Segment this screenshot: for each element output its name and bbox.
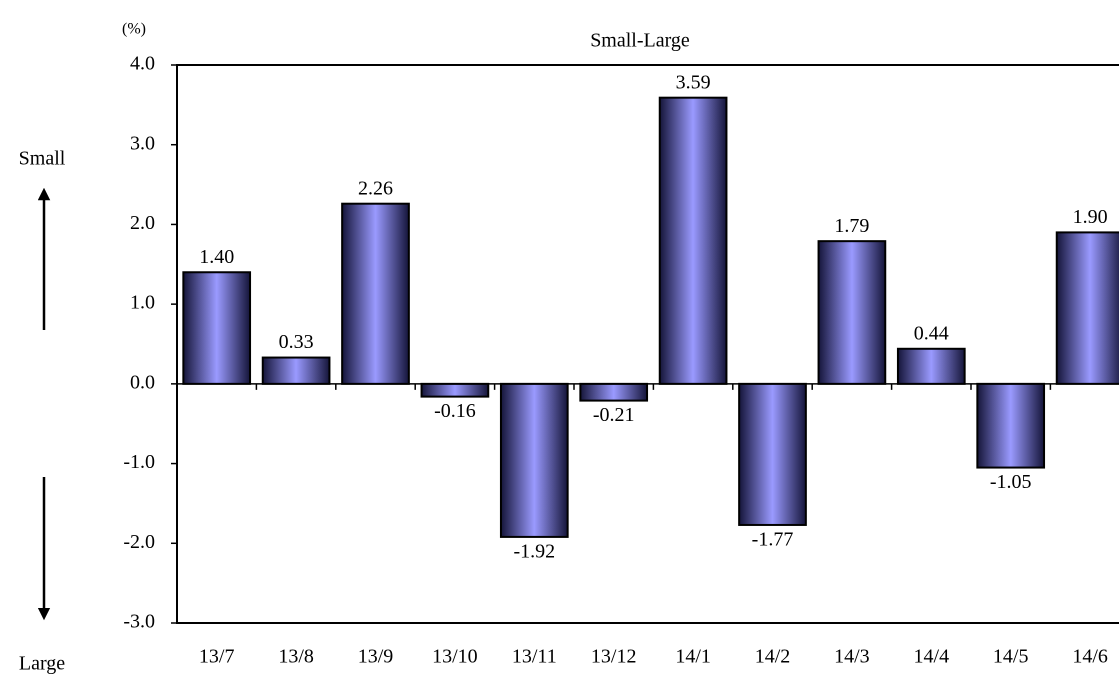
y-tick-label: 3.0 [130, 132, 155, 154]
bar [1055, 231, 1119, 385]
bar [182, 271, 252, 385]
bar [420, 382, 490, 398]
value-label: 1.40 [199, 246, 234, 268]
x-tick-label: 13/11 [512, 646, 557, 668]
value-label: 1.79 [834, 215, 869, 237]
y-tick-label: 2.0 [130, 212, 155, 234]
value-label: -0.16 [434, 400, 476, 422]
value-label: -1.77 [752, 529, 794, 551]
x-tick-label: 13/10 [432, 646, 478, 668]
x-tick-label: 13/12 [591, 646, 637, 668]
y-tick-label: -3.0 [123, 611, 155, 633]
x-tick-label: 14/1 [675, 646, 711, 668]
x-tick-label: 14/4 [914, 646, 950, 668]
y-tick-label: -2.0 [123, 531, 155, 553]
annotation-large: Large [19, 653, 65, 675]
value-label: 1.90 [1073, 206, 1108, 228]
bar [499, 382, 569, 538]
value-label: 0.33 [279, 331, 314, 353]
value-label: 0.44 [914, 322, 949, 344]
annotation-small: Small [19, 148, 66, 170]
chart-title: Small-Large [590, 30, 690, 52]
x-tick-label: 13/9 [358, 646, 394, 668]
x-tick-label: 14/6 [1072, 646, 1108, 668]
y-tick-label: 4.0 [130, 53, 155, 75]
y-tick-label: -1.0 [123, 451, 155, 473]
x-tick-label: 14/5 [993, 646, 1029, 668]
value-label: -1.05 [990, 471, 1032, 493]
value-label: -1.92 [513, 541, 555, 563]
x-tick-label: 13/7 [199, 646, 235, 668]
y-axis-unit: (%) [122, 21, 146, 38]
value-label: 3.59 [676, 71, 711, 93]
y-tick-label: 0.0 [130, 371, 155, 393]
x-tick-label: 13/8 [278, 646, 314, 668]
bar [261, 356, 331, 385]
bar [817, 240, 887, 385]
plot-frame [176, 64, 1119, 624]
bar [738, 382, 807, 526]
bar [579, 382, 649, 402]
bar [976, 382, 1046, 469]
x-tick-label: 14/2 [755, 646, 791, 668]
bar [658, 96, 728, 385]
bar [341, 202, 410, 385]
value-label: -0.21 [593, 404, 635, 426]
bar [896, 347, 966, 385]
x-tick-label: 14/3 [834, 646, 870, 668]
value-label: 2.26 [358, 177, 393, 199]
y-tick-label: 1.0 [130, 292, 155, 314]
